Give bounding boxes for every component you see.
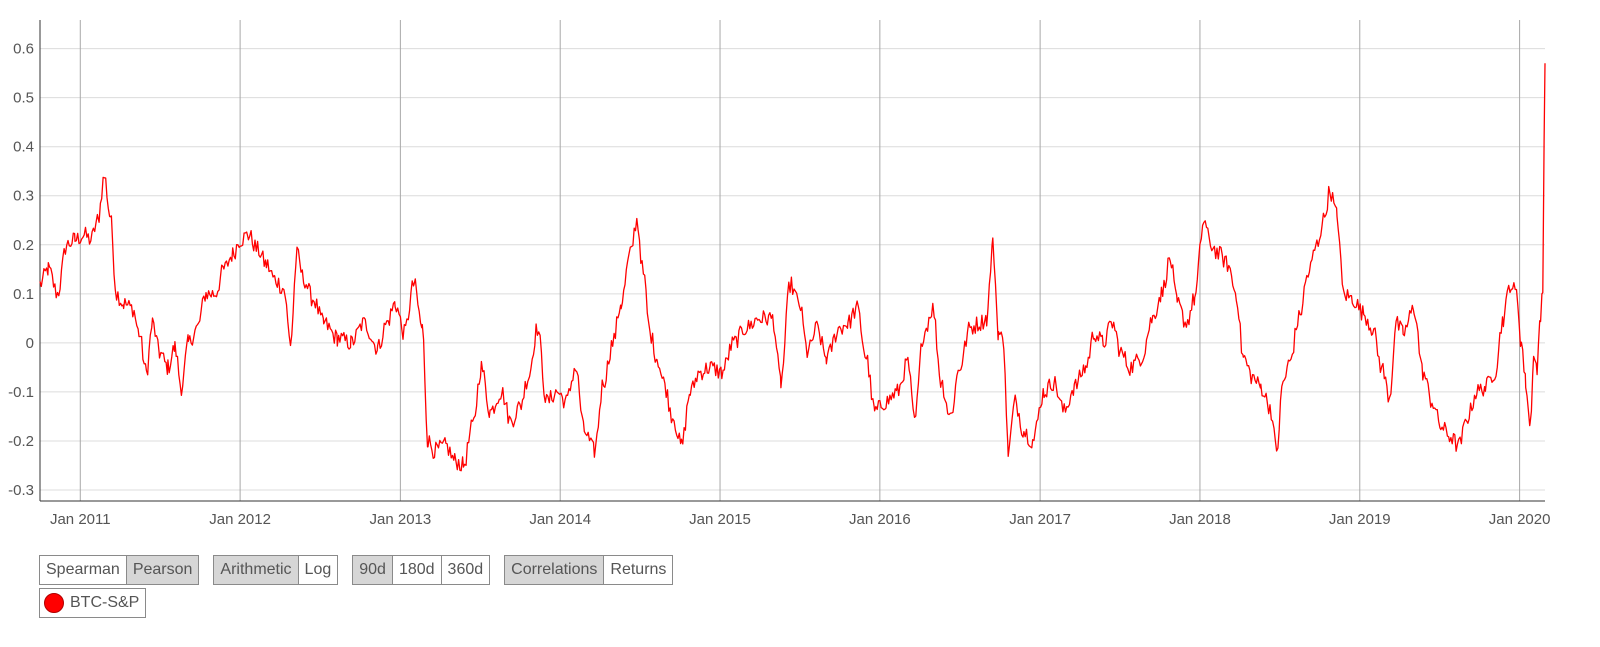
x-tick-label: Jan 2014: [529, 511, 591, 528]
x-axis-ticks: Jan 2011 Jan 2012 Jan 2013 Jan 2014 Jan 2015…: [50, 511, 1550, 528]
x-tick-label: Jan 2017: [1009, 511, 1071, 528]
y-axis-ticks: 0.6 0.5 0.4 0.3 0.2 0.1 0 -0.1 -0.2 -0.3: [8, 41, 34, 499]
window-toggle-group: 90d 180d 360d: [352, 555, 491, 585]
pearson-button[interactable]: Pearson: [126, 556, 199, 584]
y-tick-label: 0.6: [13, 41, 34, 58]
returns-button[interactable]: Returns: [604, 556, 673, 584]
y-tick-label: -0.3: [8, 482, 34, 499]
log-button[interactable]: Log: [298, 556, 338, 584]
y-tick-label: 0.3: [13, 188, 34, 205]
series-group: [39, 63, 1546, 472]
x-tick-label: Jan 2012: [209, 511, 271, 528]
y-tick-label: 0.5: [13, 90, 34, 107]
x-tick-label: Jan 2016: [849, 511, 911, 528]
correlation-chart: 0.6 0.5 0.4 0.3 0.2 0.1 0 -0.1 -0.2 -0.3 Jan 2011…: [8, 20, 1550, 528]
y-tick-label: 0: [26, 335, 34, 352]
scale-toggle-group: Arithmetic Log: [213, 555, 339, 585]
correlations-button[interactable]: Correlations: [505, 556, 605, 584]
method-toggle-group: Spearman Pearson: [39, 555, 200, 585]
y-tick-label: 0.1: [13, 286, 34, 303]
spearman-button[interactable]: Spearman: [40, 556, 127, 584]
x-tick-label: Jan 2011: [50, 511, 111, 528]
view-toggle-group: Correlations Returns: [504, 555, 674, 585]
arithmetic-button[interactable]: Arithmetic: [214, 556, 299, 584]
window-360d-button[interactable]: 360d: [441, 556, 490, 584]
chart-controls: Spearman Pearson Arithmetic Log 90d 180d…: [39, 555, 674, 585]
x-tick-label: Jan 2013: [370, 511, 432, 528]
y-tick-label: -0.1: [8, 384, 34, 401]
y-tick-label: 0.2: [13, 237, 34, 254]
y-tick-label: -0.2: [8, 433, 34, 450]
legend-color-dot: [44, 593, 64, 613]
x-tick-label: Jan 2019: [1329, 511, 1391, 528]
legend-item-btc-sp[interactable]: BTC-S&P: [39, 588, 147, 618]
horizontal-gridlines: [40, 48, 1545, 491]
y-tick-label: 0.4: [13, 139, 34, 156]
legend-label: BTC-S&P: [70, 594, 140, 611]
window-180d-button[interactable]: 180d: [392, 556, 442, 584]
series-line-btc-sp: [39, 63, 1546, 472]
window-90d-button[interactable]: 90d: [353, 556, 393, 584]
x-tick-label: Jan 2015: [689, 511, 751, 528]
x-tick-label: Jan 2020: [1489, 511, 1551, 528]
vertical-gridlines: [79, 20, 1521, 501]
x-tick-label: Jan 2018: [1169, 511, 1231, 528]
